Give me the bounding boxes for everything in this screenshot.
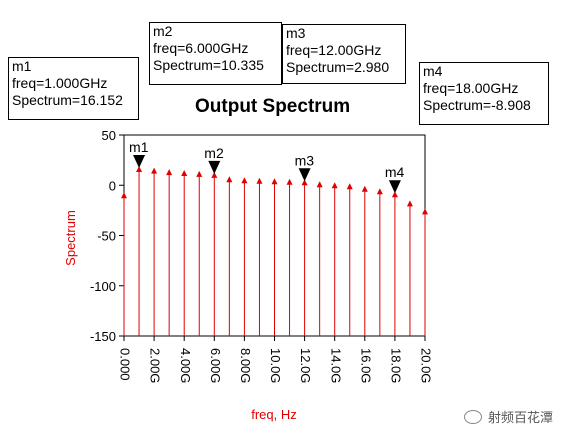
marker-readout-m4: m4 freq=18.00GHz Spectrum=-8.908: [419, 62, 549, 125]
marker-triangle: [388, 180, 401, 194]
data-point: [286, 178, 293, 185]
data-point: [422, 208, 428, 215]
data-point: [166, 169, 173, 176]
marker-readout-value: Spectrum=2.980: [286, 59, 390, 75]
marker-readout-m2: m2 freq=6.000GHz Spectrum=10.335: [149, 22, 282, 85]
marker-readout-freq: freq=18.00GHz: [423, 80, 519, 96]
marker-label: m4: [385, 164, 405, 180]
y-tick-label: 0: [109, 178, 116, 193]
marker-readout-value: Spectrum=10.335: [153, 57, 264, 73]
marker-readout-freq: freq=1.000GHz: [12, 75, 108, 91]
data-point: [241, 177, 248, 184]
y-tick-label: -150: [90, 329, 116, 344]
data-point: [211, 171, 218, 178]
watermark-text: 射频百花潭: [487, 411, 553, 426]
x-tick-label: 18.0G: [388, 348, 403, 383]
x-tick-label: 0.000: [118, 348, 133, 381]
marker-readout-freq: freq=6.000GHz: [153, 40, 249, 56]
data-point: [151, 167, 158, 174]
x-tick-label: 10.0G: [268, 348, 283, 383]
watermark: 射频百花潭: [463, 407, 553, 426]
data-point: [331, 182, 338, 189]
x-tick-label: 20.0G: [419, 348, 434, 383]
marker-readout-value: Spectrum=16.152: [12, 92, 123, 108]
x-tick-label: 12.0G: [298, 348, 313, 383]
marker-readout-m3: m3 freq=12.00GHz Spectrum=2.980: [282, 24, 406, 84]
marker-label: m2: [204, 145, 224, 161]
data-point: [361, 185, 368, 192]
x-tick-label: 16.0G: [358, 348, 373, 383]
marker-triangle: [133, 155, 146, 169]
marker-readout-freq: freq=12.00GHz: [286, 42, 382, 58]
marker-label: m3: [295, 152, 315, 168]
x-tick-label: 2.00G: [148, 348, 163, 383]
data-point: [121, 192, 127, 199]
data-point: [316, 181, 323, 188]
y-tick-label: -50: [97, 229, 116, 244]
data-point: [301, 179, 308, 186]
marker-triangle: [208, 160, 221, 174]
x-tick-label: 4.00G: [178, 348, 193, 383]
data-point: [376, 188, 383, 195]
x-tick-label: 8.00G: [238, 348, 253, 383]
marker-triangle: [298, 168, 311, 182]
data-point: [196, 170, 203, 177]
wechat-icon: [463, 409, 482, 424]
x-tick-label: 14.0G: [328, 348, 343, 383]
data-point: [346, 183, 353, 190]
data-point: [256, 177, 263, 184]
data-point: [181, 169, 188, 176]
data-point: [136, 166, 143, 173]
y-axis-label: Spectrum: [63, 210, 78, 266]
marker-readout-m1: m1 freq=1.000GHz Spectrum=16.152: [8, 57, 139, 120]
marker-readout-label: m3: [286, 25, 306, 41]
data-point: [391, 191, 398, 198]
x-tick-label: 6.00G: [208, 348, 223, 383]
marker-readout-label: m2: [153, 23, 173, 39]
y-tick-label: 50: [102, 128, 116, 143]
data-point: [406, 200, 413, 207]
x-axis-label: freq, Hz: [251, 407, 297, 422]
data-point: [226, 176, 233, 183]
marker-readout-value: Spectrum=-8.908: [423, 97, 531, 113]
y-tick-label: -100: [90, 279, 116, 294]
marker-label: m1: [129, 139, 149, 155]
marker-readout-label: m1: [12, 58, 32, 74]
chart-title: Output Spectrum: [195, 96, 351, 117]
data-point: [271, 178, 278, 185]
marker-readout-label: m4: [423, 63, 443, 79]
